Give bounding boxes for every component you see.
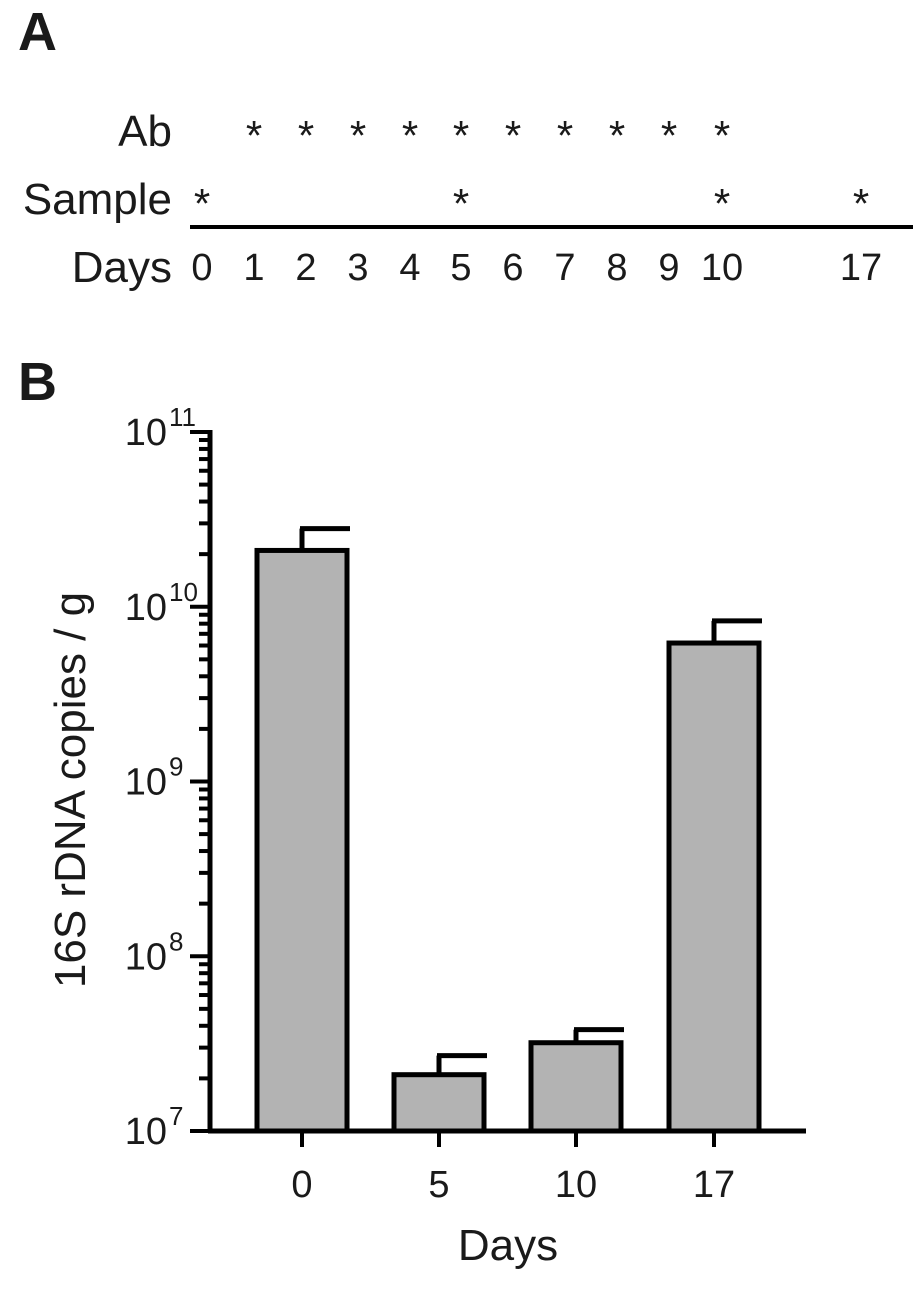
ab-marker-day-6: * bbox=[505, 112, 521, 159]
day-label-8: 8 bbox=[606, 247, 627, 289]
ab-marker-day-8: * bbox=[609, 112, 625, 159]
days-row-label: Days bbox=[72, 243, 172, 292]
panel-b-letter: B bbox=[18, 352, 57, 412]
y-tick-exponent: 11 bbox=[169, 402, 196, 432]
y-axis-label: 16S rDNA copies / g bbox=[46, 592, 95, 988]
bar-day-10 bbox=[528, 1040, 624, 1134]
ab-marker-day-4: * bbox=[402, 112, 418, 159]
ab-marker-day-5: * bbox=[453, 112, 469, 159]
day-label-7: 7 bbox=[554, 247, 575, 289]
y-tick-exponent: 9 bbox=[169, 752, 183, 782]
y-tick-exponent: 10 bbox=[169, 577, 198, 607]
day-label-9: 9 bbox=[658, 247, 679, 289]
day-label-2: 2 bbox=[295, 247, 316, 289]
bar-day-5 bbox=[391, 1072, 487, 1134]
bar-day-17 bbox=[666, 640, 762, 1134]
day-label-6: 6 bbox=[502, 247, 523, 289]
x-tick-label-0: 0 bbox=[291, 1164, 312, 1206]
ab-row-label: Ab bbox=[118, 107, 172, 156]
panel-a-letter: A bbox=[18, 2, 57, 62]
day-label-10: 10 bbox=[701, 247, 743, 289]
sample-marker-day-17: * bbox=[853, 180, 869, 227]
ab-marker-day-7: * bbox=[557, 112, 573, 159]
y-tick-exponent: 7 bbox=[169, 1101, 183, 1131]
sample-marker-day-5: * bbox=[453, 180, 469, 227]
ab-marker-day-9: * bbox=[661, 112, 677, 159]
x-tick-label-5: 5 bbox=[428, 1164, 449, 1206]
day-label-17: 17 bbox=[840, 247, 882, 289]
x-tick-label-10: 10 bbox=[555, 1164, 597, 1206]
ab-marker-day-3: * bbox=[350, 112, 366, 159]
y-tick-label: 10 bbox=[125, 412, 167, 454]
timeline: 0 1 2 3 4 5 6 7 8 9 10 17 * * * * * * * * * * * * * * bbox=[191, 112, 882, 289]
x-axis-label: Days bbox=[458, 1221, 558, 1270]
day-label-0: 0 bbox=[191, 247, 212, 289]
bar-day-0 bbox=[254, 547, 350, 1134]
sample-row-label: Sample bbox=[23, 175, 172, 224]
ab-marker-day-1: * bbox=[246, 112, 262, 159]
y-tick-label: 10 bbox=[125, 762, 167, 804]
y-tick-label: 10 bbox=[125, 587, 167, 629]
ab-marker-day-10: * bbox=[714, 112, 730, 159]
y-tick-label: 10 bbox=[125, 1111, 167, 1153]
ab-marker-day-2: * bbox=[298, 112, 314, 159]
y-tick-exponent: 8 bbox=[169, 926, 183, 956]
x-tick-label-17: 17 bbox=[693, 1164, 735, 1206]
day-label-4: 4 bbox=[399, 247, 420, 289]
day-label-3: 3 bbox=[347, 247, 368, 289]
day-label-5: 5 bbox=[450, 247, 471, 289]
day-label-1: 1 bbox=[243, 247, 264, 289]
sample-marker-day-0: * bbox=[194, 180, 210, 227]
y-tick-label: 10 bbox=[125, 936, 167, 978]
sample-marker-day-10: * bbox=[714, 180, 730, 227]
